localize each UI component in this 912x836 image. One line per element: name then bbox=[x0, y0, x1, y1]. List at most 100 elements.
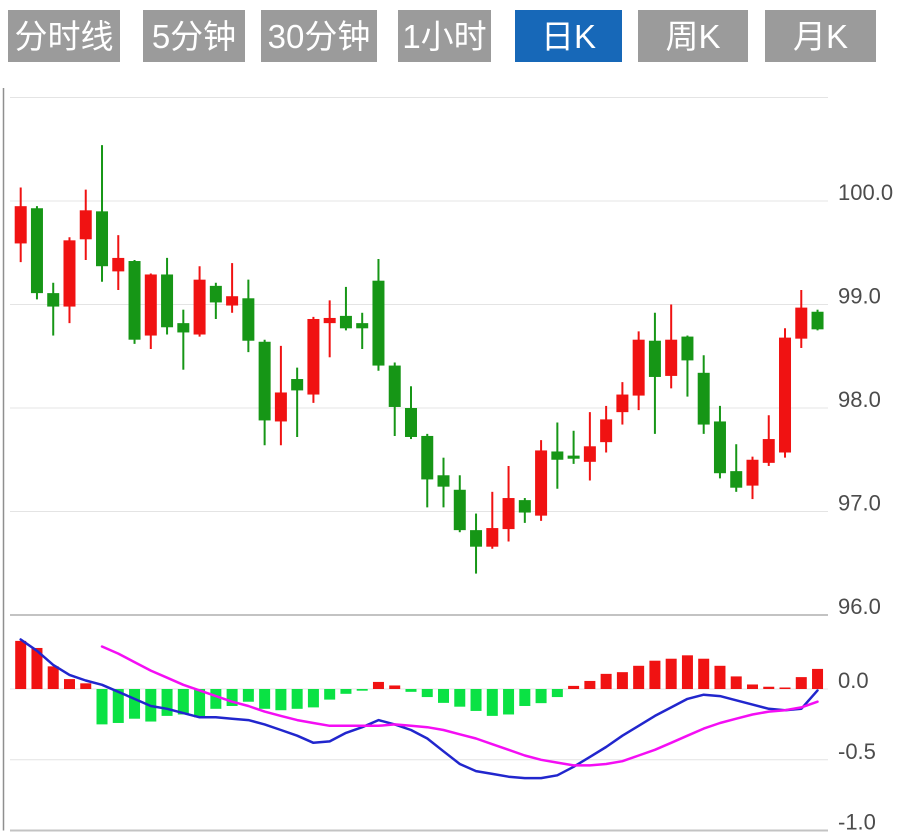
candle-body bbox=[96, 211, 109, 267]
candle-body bbox=[681, 336, 694, 361]
price-axis-label: 97.0 bbox=[838, 491, 881, 516]
macd-histogram-bar bbox=[80, 683, 92, 689]
interval-toolbar: 分时线 5分钟 30分钟 1小时 日K 周K 月K bbox=[0, 0, 912, 70]
macd-histogram-bar bbox=[633, 665, 645, 689]
candle-body bbox=[551, 451, 564, 460]
candle-body bbox=[779, 337, 792, 453]
candle-body bbox=[47, 293, 60, 307]
macd-histogram-bar bbox=[259, 689, 271, 709]
candle-body bbox=[795, 307, 808, 339]
tab-30min[interactable]: 30分钟 bbox=[261, 10, 377, 62]
candle-body bbox=[746, 459, 759, 486]
price-axis-label: 98.0 bbox=[838, 387, 881, 412]
macd-histogram-bar bbox=[568, 685, 580, 689]
macd-histogram-bar bbox=[389, 685, 401, 689]
candle-body bbox=[665, 339, 678, 376]
macd-histogram-bar bbox=[161, 689, 173, 716]
macd-histogram-bar bbox=[356, 689, 368, 691]
macd-histogram-bar bbox=[372, 681, 384, 689]
candle-body bbox=[161, 274, 174, 328]
macd-histogram-bar bbox=[96, 689, 108, 725]
macd-histogram-bar bbox=[340, 689, 352, 694]
tab-monthly-k[interactable]: 月K bbox=[765, 10, 876, 62]
candle-body bbox=[112, 257, 125, 272]
macd-histogram-bar bbox=[503, 689, 515, 715]
macd-histogram-bar bbox=[600, 673, 612, 689]
candle-body bbox=[437, 475, 450, 487]
candle-body bbox=[535, 450, 548, 516]
macd-histogram-bar bbox=[730, 676, 742, 689]
macd-axis-label: -1.0 bbox=[838, 810, 876, 835]
tab-minute-line[interactable]: 分时线 bbox=[8, 10, 120, 62]
macd-histogram-bar bbox=[714, 665, 726, 689]
price-axis-label: 100.0 bbox=[838, 180, 893, 205]
macd-histogram-bar bbox=[551, 689, 563, 698]
macd-histogram-bar bbox=[698, 658, 710, 689]
candle-body bbox=[453, 489, 466, 531]
macd-histogram-bar bbox=[210, 689, 222, 709]
macd-histogram-bar bbox=[438, 689, 450, 703]
candle-body bbox=[421, 435, 434, 480]
candle-body bbox=[63, 240, 76, 307]
candle-body bbox=[600, 419, 613, 443]
macd-axis-label: -0.5 bbox=[838, 739, 876, 764]
candle-body bbox=[502, 498, 515, 530]
candle-body bbox=[307, 318, 320, 395]
tab-daily-k[interactable]: 日K bbox=[515, 10, 622, 62]
macd-axis-label: 0.0 bbox=[838, 668, 869, 693]
candle-body bbox=[14, 206, 27, 244]
candle-body bbox=[486, 528, 499, 547]
macd-histogram-bar bbox=[307, 689, 319, 708]
macd-histogram-bar bbox=[746, 684, 758, 689]
candle-body bbox=[583, 446, 596, 462]
candle-body bbox=[388, 365, 401, 407]
macd-histogram-bar bbox=[681, 655, 693, 689]
macd-histogram-bar bbox=[649, 660, 661, 689]
candle-body bbox=[339, 315, 352, 329]
candle-body bbox=[193, 279, 206, 335]
macd-histogram-bar bbox=[535, 689, 547, 704]
candle-body bbox=[518, 500, 531, 513]
candle-body bbox=[372, 280, 385, 366]
macd-histogram-bar bbox=[242, 689, 254, 702]
macd-histogram-bar bbox=[112, 689, 124, 723]
candle-body bbox=[632, 339, 645, 396]
candle-body bbox=[128, 261, 141, 340]
candle-body bbox=[404, 408, 417, 437]
macd-histogram-bar bbox=[795, 677, 807, 689]
macd-histogram-bar bbox=[63, 679, 75, 689]
macd-histogram-bar bbox=[47, 666, 59, 689]
candle-body bbox=[697, 372, 710, 425]
macd-histogram-bar bbox=[324, 689, 336, 700]
candle-body bbox=[713, 421, 726, 474]
macd-histogram-bar bbox=[779, 687, 791, 689]
macd-histogram-bar bbox=[15, 640, 27, 689]
macd-histogram-bar bbox=[763, 686, 775, 689]
macd-histogram-bar bbox=[291, 689, 303, 709]
candle-body bbox=[730, 471, 743, 488]
tab-1hour[interactable]: 1小时 bbox=[398, 10, 491, 62]
candle-body bbox=[470, 530, 483, 547]
candle-body bbox=[291, 379, 304, 391]
macd-histogram-bar bbox=[129, 689, 141, 719]
macd-histogram-bar bbox=[812, 668, 824, 689]
candle-body bbox=[274, 392, 287, 422]
price-axis-label: 96.0 bbox=[838, 594, 881, 619]
dea-line bbox=[100, 645, 819, 767]
candle-body bbox=[79, 210, 92, 240]
tab-5min[interactable]: 5分钟 bbox=[143, 10, 245, 62]
macd-histogram-bar bbox=[616, 672, 628, 689]
macd-histogram-bar bbox=[226, 689, 238, 706]
macd-histogram-bar bbox=[405, 689, 417, 692]
candle-body bbox=[811, 311, 824, 330]
candle-body bbox=[144, 274, 157, 336]
candle-body bbox=[648, 340, 661, 377]
candle-body bbox=[323, 317, 336, 324]
candle-body bbox=[567, 455, 580, 459]
candle-body bbox=[209, 285, 222, 303]
candle-body bbox=[242, 298, 255, 341]
tab-weekly-k[interactable]: 周K bbox=[638, 10, 748, 62]
candle-body bbox=[616, 394, 629, 413]
candle-body bbox=[762, 439, 775, 463]
macd-histogram-bar bbox=[470, 689, 482, 711]
